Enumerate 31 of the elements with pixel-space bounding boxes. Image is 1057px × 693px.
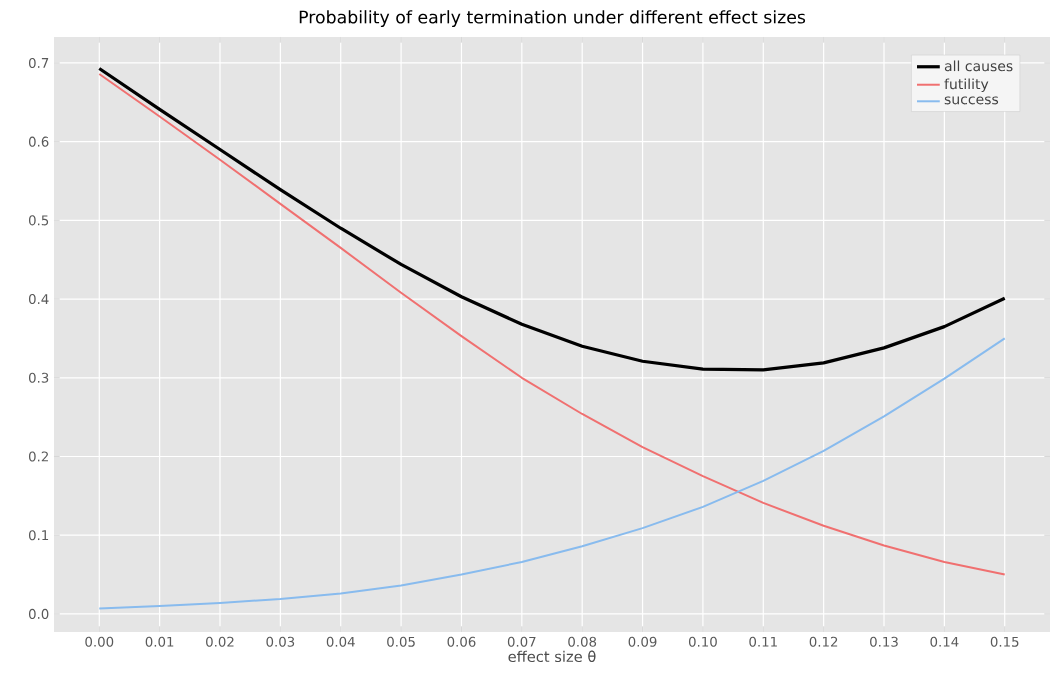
legend-label: all causes xyxy=(944,60,1013,72)
x-tick-label: 0.06 xyxy=(447,636,476,647)
x-tick-label: 0.03 xyxy=(266,636,295,647)
x-tick-label: 0.09 xyxy=(628,636,657,647)
x-tick-label: 0.13 xyxy=(870,636,898,647)
line-series xyxy=(98,72,1006,576)
x-tick-label: 0.14 xyxy=(930,636,959,647)
y-tick-label: 0.0 xyxy=(28,608,49,619)
y-tick-label: 0.1 xyxy=(28,530,49,541)
x-tick-label: 0.05 xyxy=(387,636,415,647)
x-tick-label: 0.12 xyxy=(809,636,838,647)
x-tick-label: 0.08 xyxy=(568,636,597,647)
y-tick-label: 0.4 xyxy=(28,294,49,305)
line-series xyxy=(98,337,1006,610)
chart-title: Probability of early termination under different effect sizes xyxy=(299,10,806,27)
x-tick-label: 0.15 xyxy=(990,636,1019,647)
x-tick-label: 0.00 xyxy=(85,636,114,647)
y-tick-label: 0.7 xyxy=(28,57,49,68)
x-tick-label: 0.01 xyxy=(145,636,174,647)
x-tick-label: 0.07 xyxy=(507,636,536,647)
legend-label: futility xyxy=(944,78,989,92)
y-tick-label: 0.3 xyxy=(28,372,49,383)
x-tick-label: 0.04 xyxy=(326,636,355,647)
y-tick-label: 0.5 xyxy=(28,215,49,226)
x-tick-label: 0.02 xyxy=(206,636,234,647)
y-tick-label: 0.2 xyxy=(28,451,48,462)
x-tick-label: 0.10 xyxy=(688,636,717,647)
x-tick-label: 0.11 xyxy=(749,636,777,647)
y-tick-label: 0.6 xyxy=(28,136,49,147)
legend-label: success xyxy=(944,96,999,105)
x-axis-title: effect size θ xyxy=(508,650,596,663)
